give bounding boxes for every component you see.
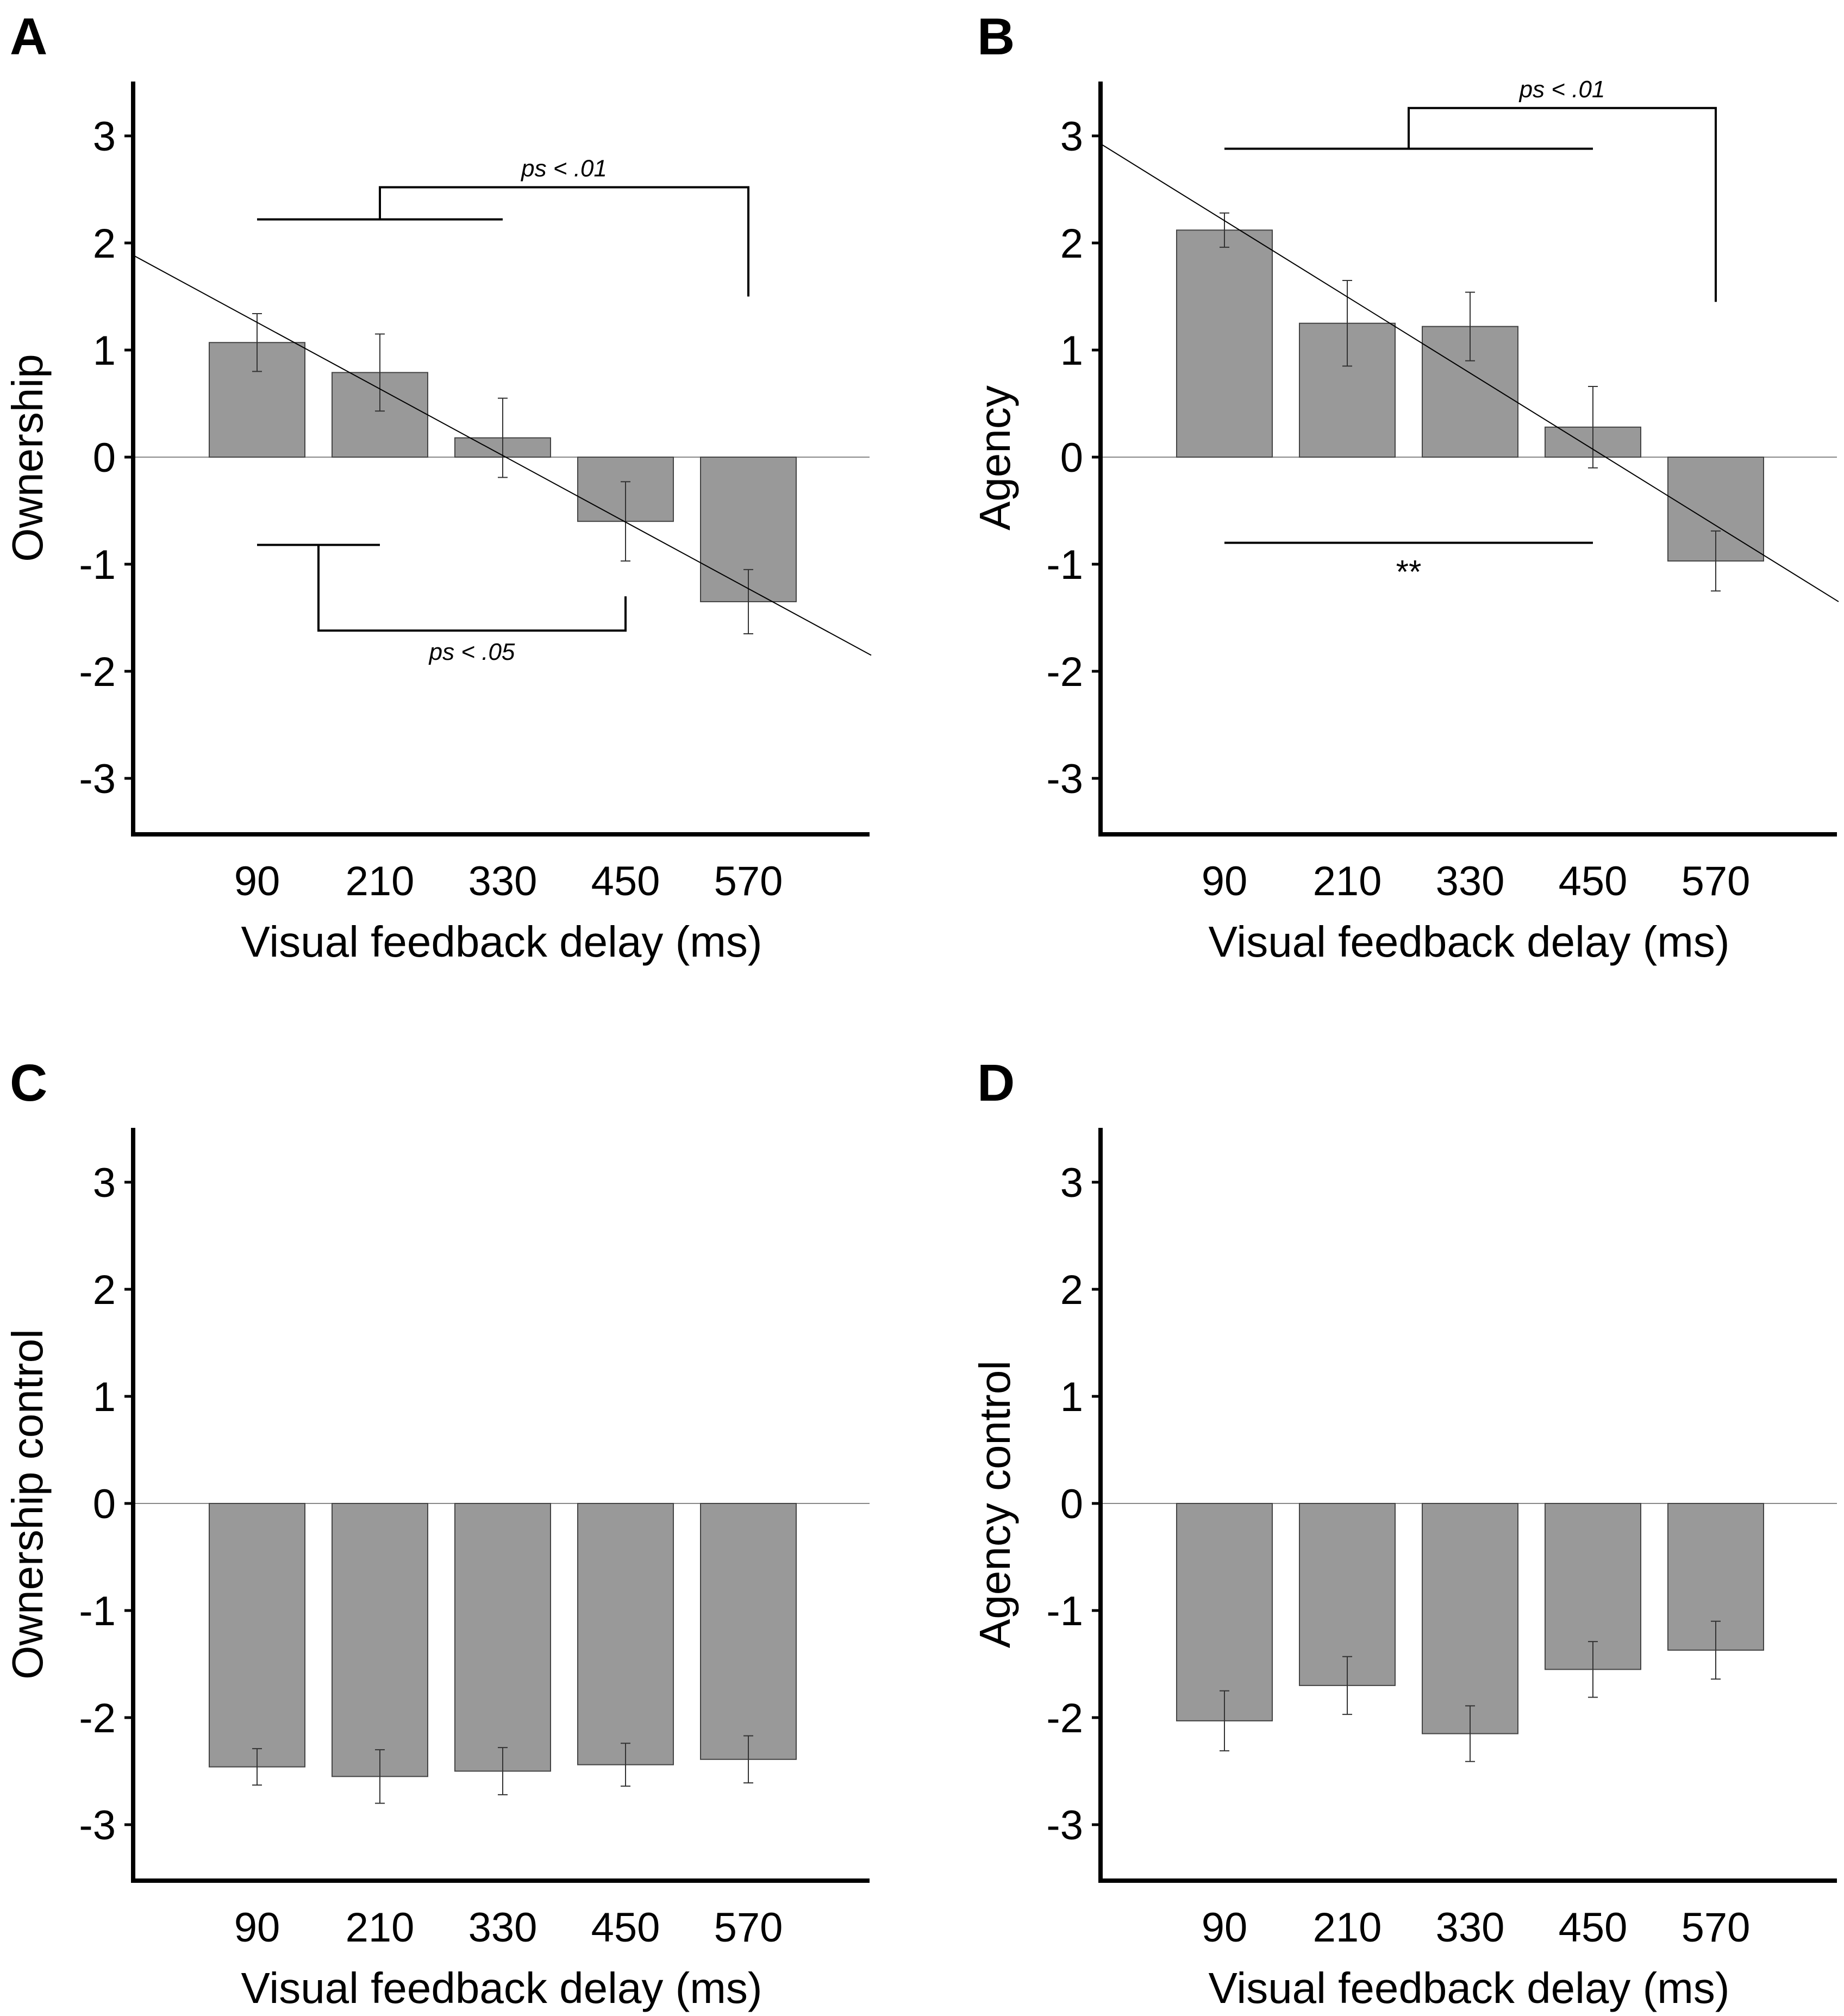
x-axis-title: Visual feedback delay (ms) — [1209, 1964, 1730, 2012]
y-tick-label: -2 — [1046, 649, 1083, 695]
y-tick-label: -3 — [79, 1802, 116, 1849]
x-tick-label: 570 — [714, 1905, 783, 1951]
y-tick-label: 3 — [1060, 1160, 1083, 1206]
y-tick-label: 3 — [93, 114, 116, 160]
y-tick-label: -3 — [1046, 756, 1083, 802]
bar — [332, 1503, 428, 1777]
x-tick-label: 570 — [1682, 858, 1751, 904]
y-tick-label: -2 — [79, 649, 116, 695]
x-tick-label: 450 — [591, 858, 660, 904]
y-tick-label: -3 — [79, 756, 116, 802]
bar — [1299, 1503, 1396, 1686]
y-tick-label: 1 — [1060, 1374, 1083, 1420]
y-tick-label: 2 — [1060, 221, 1083, 267]
significance-bracket — [1224, 107, 1717, 302]
y-axis-title: Agency control — [971, 1360, 1019, 1648]
bar — [700, 1503, 797, 1760]
x-tick-label: 90 — [1202, 1905, 1248, 1951]
bar — [1176, 229, 1273, 458]
significance-label: ps < .01 — [1518, 76, 1605, 103]
y-tick-label: -2 — [79, 1695, 116, 1742]
y-tick-label: 0 — [93, 435, 116, 481]
trend-line — [1101, 143, 1839, 602]
x-tick-label: 330 — [1436, 1905, 1505, 1951]
y-axis-title: Agency — [971, 385, 1019, 530]
x-tick-label: 570 — [714, 858, 783, 904]
y-tick-label: 2 — [1060, 1267, 1083, 1313]
x-tick-label: 330 — [1436, 858, 1505, 904]
y-tick-label: -1 — [79, 542, 116, 588]
panel-letter: A — [10, 8, 47, 66]
bar — [1176, 1503, 1273, 1721]
y-tick-label: 3 — [93, 1160, 116, 1206]
significance-label: ps < .01 — [520, 155, 607, 182]
panel-letter: B — [977, 8, 1015, 66]
bar — [209, 1503, 305, 1768]
x-tick-label: 90 — [1202, 858, 1248, 904]
y-tick-label: -1 — [1046, 542, 1083, 588]
y-tick-label: 1 — [93, 328, 116, 374]
significance-bracket — [257, 186, 749, 297]
panel-letter: D — [977, 1054, 1015, 1112]
y-axis-title: Ownership — [3, 354, 52, 561]
x-tick-label: 450 — [1559, 1905, 1628, 1951]
y-tick-label: 0 — [1060, 435, 1083, 481]
y-tick-label: -3 — [1046, 1802, 1083, 1849]
y-axis-title: Ownership control — [3, 1329, 52, 1680]
significance-bracket — [257, 544, 627, 632]
x-tick-label: 450 — [1559, 858, 1628, 904]
significance-label: ps < .05 — [428, 639, 515, 665]
x-tick-label: 90 — [234, 858, 280, 904]
bar — [1422, 1503, 1518, 1734]
y-tick-label: -1 — [79, 1588, 116, 1634]
panel-letter: C — [10, 1054, 47, 1112]
x-tick-label: 210 — [346, 858, 415, 904]
x-tick-label: 330 — [468, 858, 537, 904]
significance-label: ** — [1396, 554, 1422, 590]
y-tick-label: -1 — [1046, 1588, 1083, 1634]
x-axis-title: Visual feedback delay (ms) — [241, 918, 762, 966]
y-tick-label: 0 — [1060, 1481, 1083, 1527]
y-tick-label: 1 — [93, 1374, 116, 1420]
y-tick-label: 3 — [1060, 114, 1083, 160]
x-tick-label: 330 — [468, 1905, 537, 1951]
x-tick-label: 210 — [1313, 1905, 1382, 1951]
y-tick-label: -2 — [1046, 1695, 1083, 1742]
x-axis-title: Visual feedback delay (ms) — [241, 1964, 762, 2012]
x-axis-title: Visual feedback delay (ms) — [1209, 918, 1730, 966]
bar — [454, 1503, 551, 1772]
y-tick-label: 2 — [93, 221, 116, 267]
y-tick-label: 2 — [93, 1267, 116, 1313]
x-tick-label: 210 — [346, 1905, 415, 1951]
y-tick-label: 1 — [1060, 328, 1083, 374]
x-tick-label: 570 — [1682, 1905, 1751, 1951]
x-tick-label: 90 — [234, 1905, 280, 1951]
trend-line — [134, 255, 872, 656]
bar — [577, 1503, 674, 1765]
x-tick-label: 210 — [1313, 858, 1382, 904]
x-tick-label: 450 — [591, 1905, 660, 1951]
y-tick-label: 0 — [93, 1481, 116, 1527]
